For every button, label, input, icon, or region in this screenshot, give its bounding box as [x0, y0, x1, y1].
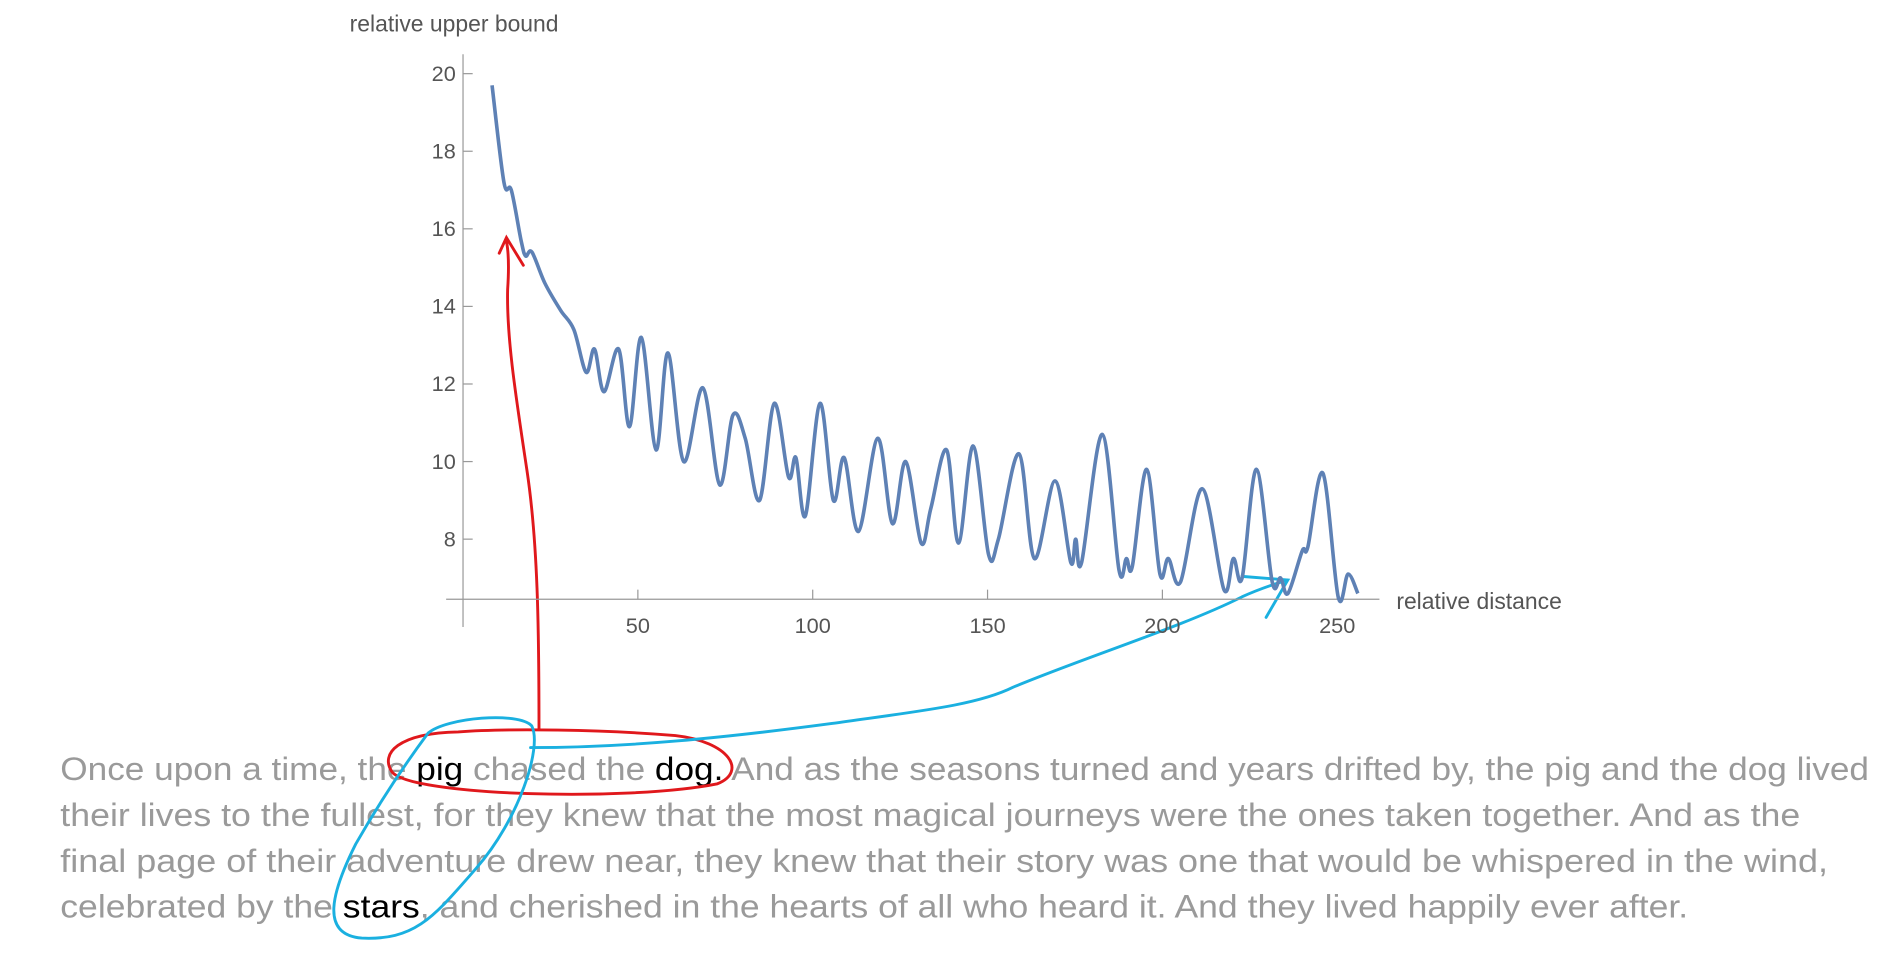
blue-arrow [529, 574, 1291, 750]
story-line: celebrated by the stars, and cherished i… [60, 889, 1688, 925]
story-text: , and cherished in the hearts of all who… [420, 889, 1688, 925]
blue-loop [332, 716, 536, 940]
highlighted-word: pig [416, 751, 463, 787]
y-tick-label: 16 [432, 216, 456, 241]
story: Once upon a time, the pig chased the dog… [60, 751, 1869, 924]
story-text: chased the [463, 751, 655, 787]
story-text: final page of their adventure drew near,… [60, 843, 1828, 879]
story-line: their lives to the fullest, for they kne… [60, 797, 1800, 833]
highlighted-word: stars [343, 889, 420, 925]
annotations [332, 234, 1291, 940]
y-tick-label: 14 [432, 294, 456, 319]
y-axis-label: relative upper bound [350, 10, 559, 36]
story-text: And as the seasons turned and years drif… [723, 751, 1869, 787]
x-tick-label: 100 [795, 613, 831, 638]
story-text: celebrated by the [60, 889, 343, 925]
story-text: Once upon a time, the [60, 751, 416, 787]
red-arrow [497, 234, 541, 731]
x-tick-label: 200 [1144, 613, 1180, 638]
y-tick-label: 12 [432, 371, 456, 396]
y-tick-label: 18 [432, 138, 456, 163]
x-tick-label: 250 [1319, 613, 1355, 638]
story-line: final page of their adventure drew near,… [60, 843, 1828, 879]
content: relative upper bound relative distance O… [60, 10, 1869, 940]
highlighted-word: dog. [655, 751, 723, 787]
y-tick-label: 8 [444, 526, 456, 551]
story-text: their lives to the fullest, for they kne… [60, 797, 1800, 833]
data-line [490, 85, 1360, 604]
red-loop [386, 728, 734, 796]
x-tick-label: 50 [626, 613, 650, 638]
story-line: Once upon a time, the pig chased the dog… [60, 751, 1869, 787]
y-tick-label: 10 [432, 449, 456, 474]
x-axis-label: relative distance [1396, 588, 1562, 614]
y-tick-label: 20 [432, 61, 456, 86]
x-tick-label: 150 [969, 613, 1005, 638]
